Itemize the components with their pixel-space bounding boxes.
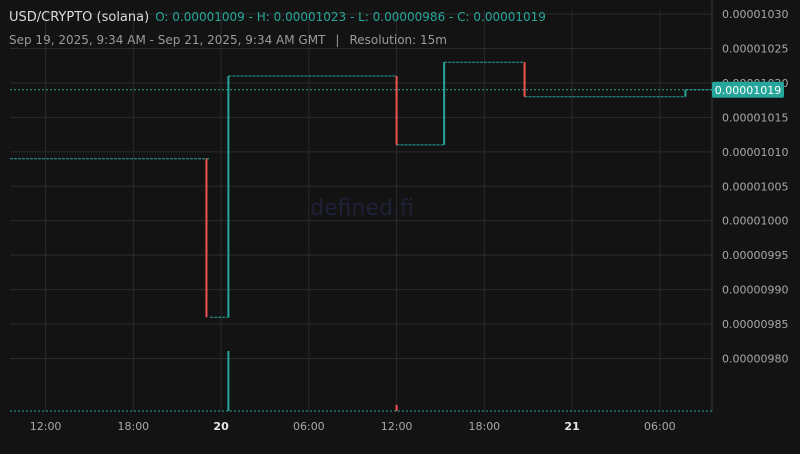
price-series bbox=[10, 61, 712, 318]
x-axis: 12:00 18:00 20 06:00 12:00 18:00 21 06:00 bbox=[30, 420, 676, 433]
volume-bar bbox=[227, 351, 230, 411]
y-tick-label: 0.00001000 bbox=[722, 215, 788, 228]
x-tick-label: 20 bbox=[213, 420, 229, 433]
x-tick-label: 21 bbox=[564, 420, 579, 433]
y-tick-label: 0.00000980 bbox=[722, 353, 788, 366]
last-price-label: 0.00001019 bbox=[715, 84, 781, 97]
last-price-marker: 0.00001019 bbox=[10, 81, 784, 98]
y-tick-label: 0.00000985 bbox=[722, 318, 788, 331]
x-tick-label: 12:00 bbox=[381, 420, 413, 433]
y-tick-label: 0.00001010 bbox=[722, 146, 788, 159]
y-axis: 0.00000980 0.00000985 0.00000990 0.00000995… bbox=[722, 8, 788, 366]
y-tick-label: 0.00001015 bbox=[722, 111, 788, 124]
y-tick-label: 0.00001005 bbox=[722, 180, 788, 193]
y-tick-label: 0.00000990 bbox=[722, 284, 788, 297]
x-tick-label: 06:00 bbox=[293, 420, 325, 433]
x-tick-label: 12:00 bbox=[30, 420, 62, 433]
volume-bar bbox=[395, 405, 398, 411]
x-tick-label: 18:00 bbox=[468, 420, 500, 433]
x-tick-label: 18:00 bbox=[117, 420, 149, 433]
last-price-box bbox=[712, 81, 784, 98]
y-tick-label: 0.00001030 bbox=[722, 8, 788, 21]
watermark: defined.fi bbox=[310, 196, 414, 221]
y-tick-label: 0.00001025 bbox=[722, 42, 788, 55]
volume-series bbox=[10, 351, 712, 412]
y-tick-label: 0.00000995 bbox=[722, 249, 788, 262]
x-tick-label: 06:00 bbox=[644, 420, 676, 433]
grid bbox=[10, 0, 713, 412]
